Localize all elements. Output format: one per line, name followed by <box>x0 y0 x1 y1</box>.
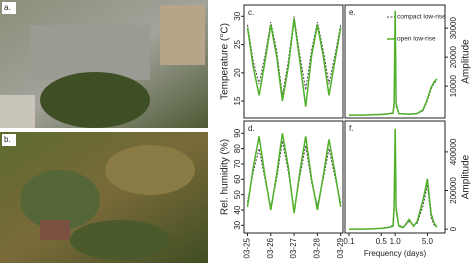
panel-label: d. <box>248 124 255 133</box>
y-tick-label: 50 <box>233 190 242 199</box>
series-line <box>246 18 342 107</box>
x-tick-label: 03-25 <box>243 237 252 258</box>
plot-frame <box>344 4 446 119</box>
x-tick-label: 0.5 <box>376 237 388 246</box>
y-tick-label: 80 <box>233 144 242 153</box>
panel-label: e. <box>349 8 356 17</box>
photo-a: a. <box>0 0 208 128</box>
plot-frame <box>243 120 344 234</box>
panel-label: c. <box>248 8 254 17</box>
y-tick-label: 15 <box>233 96 242 105</box>
x-tick-label: 5.0 <box>422 237 434 246</box>
plot-frame <box>344 120 446 234</box>
series-line <box>349 128 438 230</box>
y-tick-label: 400000 <box>449 138 458 165</box>
y-tick-label: 40 <box>233 205 242 214</box>
legend-label: open low-rise <box>397 36 436 43</box>
x-axis-label: Frequency (days) <box>364 249 427 258</box>
series-line <box>349 10 438 116</box>
photo-b: b. <box>0 132 208 263</box>
y-tick-label: 20000 <box>449 45 458 68</box>
x-tick-label: 03-28 <box>312 237 321 258</box>
series-line <box>246 133 342 214</box>
x-tick-label: 03-27 <box>289 237 298 258</box>
y-tick-label: 25 <box>233 40 242 49</box>
y-tick-label: 10000 <box>449 74 458 97</box>
y-tick-label: 30000 <box>449 17 458 40</box>
series-line <box>349 19 438 116</box>
x-tick-label: 03-26 <box>266 237 275 258</box>
y-tick-label: 90 <box>233 128 242 137</box>
y-tick-label: 30 <box>233 11 242 20</box>
y-tick-label: 30 <box>233 220 242 229</box>
x-tick-label: 0.1 <box>343 237 355 246</box>
y-tick-label: 0 <box>449 226 458 231</box>
y-tick-label: 70 <box>233 159 242 168</box>
x-tick-label: 1.0 <box>390 237 402 246</box>
series-line <box>247 16 342 96</box>
x-tick-label: 03-29 <box>336 237 345 258</box>
plot-frame <box>243 4 344 119</box>
y-tick-label: 60 <box>233 174 242 183</box>
panel-label: f. <box>349 124 353 133</box>
photo-label: a. <box>4 3 11 12</box>
photo-label: b. <box>4 135 11 144</box>
y-axis-label: Amplitude <box>461 39 472 84</box>
y-axis-label: Amplitude <box>461 154 472 199</box>
y-tick-label: 20 <box>233 68 242 77</box>
y-axis-label: Rel. humidity (%) <box>220 139 231 215</box>
legend-label: compact low-rise <box>397 14 446 21</box>
y-axis-label: Temperature (°C) <box>220 23 231 100</box>
y-tick-label: 200000 <box>449 177 458 204</box>
